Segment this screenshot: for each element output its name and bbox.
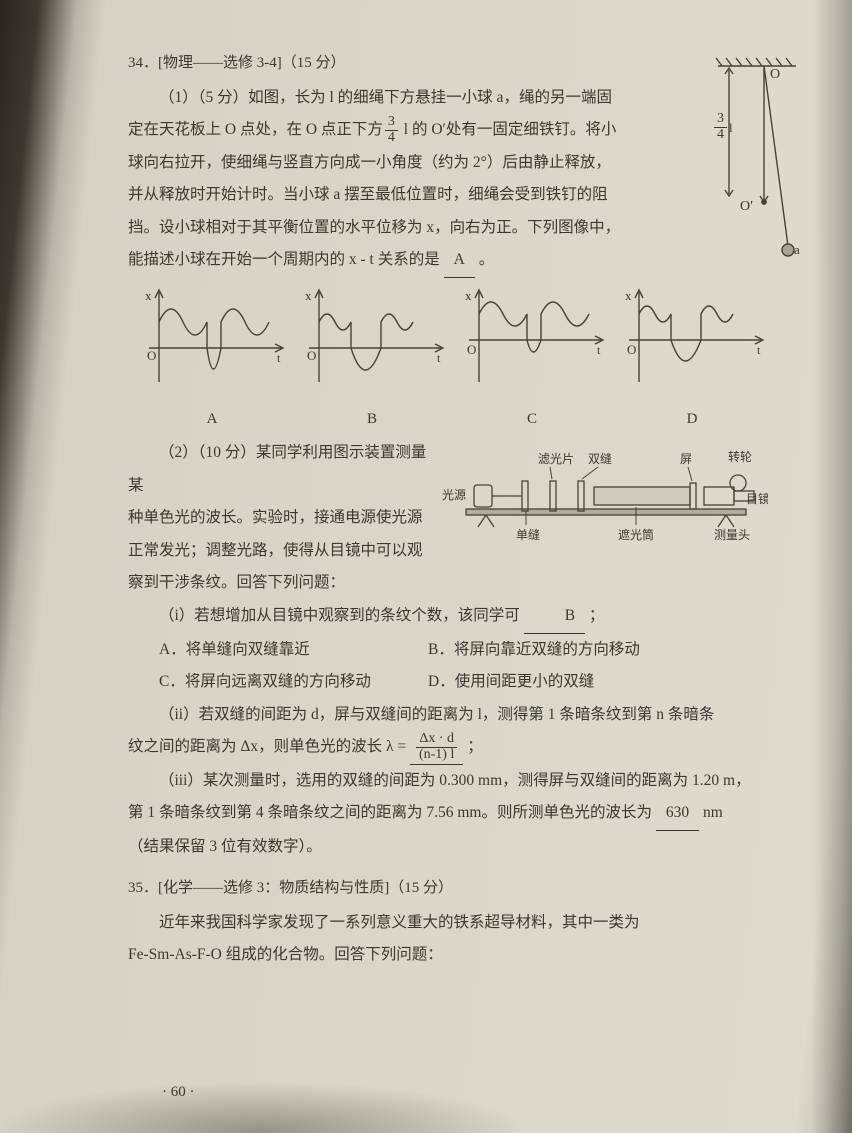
sine-C: x O t C <box>452 282 612 436</box>
optB: B．将屏向靠近双缝的方向移动 <box>428 634 798 667</box>
opts-cd: C．将屏向远离双缝的方向移动 D．使用间距更小的双缝 <box>128 666 798 699</box>
p1-l3: 球向右拉开，使细绳与竖直方向成一小角度（约为 2°）后由静止释放， <box>128 147 688 180</box>
sine-options: x O t A x O t B <box>132 282 772 436</box>
svg-text:t: t <box>437 351 441 365</box>
ii-ans: Δx · d(n-1) l <box>410 731 463 765</box>
sine-B: x O t B <box>292 282 452 436</box>
q35-l1: 近年来我国科学家发现了一系列意义重大的铁系超导材料，其中一类为 <box>128 907 798 940</box>
a-label: a <box>794 242 800 257</box>
pendulum-figure: O 34 l O′ a <box>712 54 802 264</box>
ii-frac: Δx · d(n-1) l <box>416 732 457 762</box>
p2-iii-c: （结果保留 3 位有效数字）。 <box>128 831 798 864</box>
q34-part1: （1）（5 分）如图，长为 l 的细绳下方悬挂一小球 a，绳的另一端固 定在天花… <box>128 82 688 278</box>
p2-ii-a: （ii）若双缝的间距为 d，屏与双缝间的距离为 l，测得第 1 条暗条纹到第 n… <box>128 699 798 732</box>
q34-part2-intro-row: （2）（10 分）某同学利用图示装置测量某 种单色光的波长。实验时，接通电源使光… <box>128 437 798 600</box>
p2-iii-a: （iii）某次测量时，选用的双缝的间距为 0.300 mm，测得屏与双缝间的距离… <box>128 765 798 798</box>
optA: A．将单缝向双缝靠近 <box>128 634 428 667</box>
svg-text:滤光片: 滤光片 <box>538 452 574 466</box>
svg-text:目镜: 目镜 <box>746 491 768 506</box>
svg-text:转轮: 转轮 <box>728 449 752 464</box>
svg-text:x: x <box>145 288 152 303</box>
svg-text:x: x <box>465 288 472 303</box>
svg-text:t: t <box>277 351 281 365</box>
frac-34l: 34 <box>385 115 398 145</box>
q35-l2: Fe-Sm-As-F-O 组成的化合物。回答下列问题： <box>128 939 798 972</box>
label-B: B <box>292 404 452 436</box>
svg-text:O: O <box>147 348 156 363</box>
optD: D．使用间距更小的双缝 <box>428 666 798 699</box>
svg-text:单缝: 单缝 <box>516 527 540 542</box>
iii-ans: 630 <box>656 797 699 831</box>
p2-i-q: （i）若想增加从目镜中观察到的条纹个数，该同学可 B ； <box>128 600 798 634</box>
oprime-label: O′ <box>740 199 753 214</box>
p2-ii-b: 纹之间的距离为 Δx，则单色光的波长 λ = Δx · d(n-1) l ； <box>128 731 798 765</box>
opts-ab: A．将单缝向双缝靠近 B．将屏向靠近双缝的方向移动 <box>128 634 798 667</box>
p2-i-ans: B <box>524 600 585 634</box>
label-C: C <box>452 404 612 436</box>
q35-header: 35．[化学——选修 3：物质结构与性质]（15 分） <box>128 873 798 905</box>
svg-text:O: O <box>627 342 636 357</box>
p1-l4: 并从释放时开始计时。当小球 a 摆至最低位置时，细绳会受到铁钉的阻 <box>128 179 688 212</box>
sine-A: x O t A <box>132 282 292 436</box>
label-D: D <box>612 404 772 436</box>
svg-text:O: O <box>467 342 476 357</box>
page-content: 34．[物理——选修 3-4]（15 分） （1）（5 分）如图，长为 l 的细… <box>128 48 798 972</box>
svg-text:遮光筒: 遮光筒 <box>618 527 654 542</box>
p1-l2b: l 的 O′处有一固定细铁钉。将小 <box>400 121 617 138</box>
q34-header: 34．[物理——选修 3-4]（15 分） <box>128 48 798 80</box>
svg-text:屏: 屏 <box>680 452 692 466</box>
svg-text:x: x <box>305 288 312 303</box>
svg-text:t: t <box>757 343 761 357</box>
svg-text:O: O <box>307 348 316 363</box>
p2-iii-b: 第 1 条暗条纹到第 4 条暗条纹之间的距离为 7.56 mm。则所测单色光的波… <box>128 797 798 831</box>
svg-text:测量头: 测量头 <box>714 528 750 542</box>
optC: C．将屏向远离双缝的方向移动 <box>128 666 428 699</box>
spine-shadow <box>812 0 852 1133</box>
p1-l5: 挡。设小球相对于其平衡位置的水平位移为 x，向右为正。下列图像中， <box>128 212 688 245</box>
svg-text:x: x <box>625 288 632 303</box>
p1-l6: 能描述小球在开始一个周期内的 x - t 关系的是 A 。 <box>128 244 688 278</box>
svg-text:t: t <box>597 343 601 357</box>
p1-l1: （1）（5 分）如图，长为 l 的细绳下方悬挂一小球 a，绳的另一端固 <box>128 82 688 115</box>
p1-l2a: 定在天花板上 O 点处，在 O 点正下方 <box>128 121 383 138</box>
p2-intro: （2）（10 分）某同学利用图示装置测量某 种单色光的波长。实验时，接通电源使光… <box>128 437 428 600</box>
svg-text:双缝: 双缝 <box>588 451 612 466</box>
page-curve-shadow <box>0 1013 852 1133</box>
label-A: A <box>132 404 292 436</box>
p1-answer: A <box>444 244 475 278</box>
o-label: O <box>770 67 780 82</box>
sine-D: x O t D <box>612 282 772 436</box>
apparatus-figure: 滤光片 双缝 屏 转轮 光源 目镜 单缝 遮光筒 测量头 <box>438 443 768 556</box>
p1-l2: 定在天花板上 O 点处，在 O 点正下方34 l 的 O′处有一固定细铁钉。将小 <box>128 114 688 147</box>
svg-text:光源: 光源 <box>442 488 466 502</box>
pend-frac: 34 <box>714 112 727 142</box>
page-number: · 60 · <box>162 1084 195 1101</box>
